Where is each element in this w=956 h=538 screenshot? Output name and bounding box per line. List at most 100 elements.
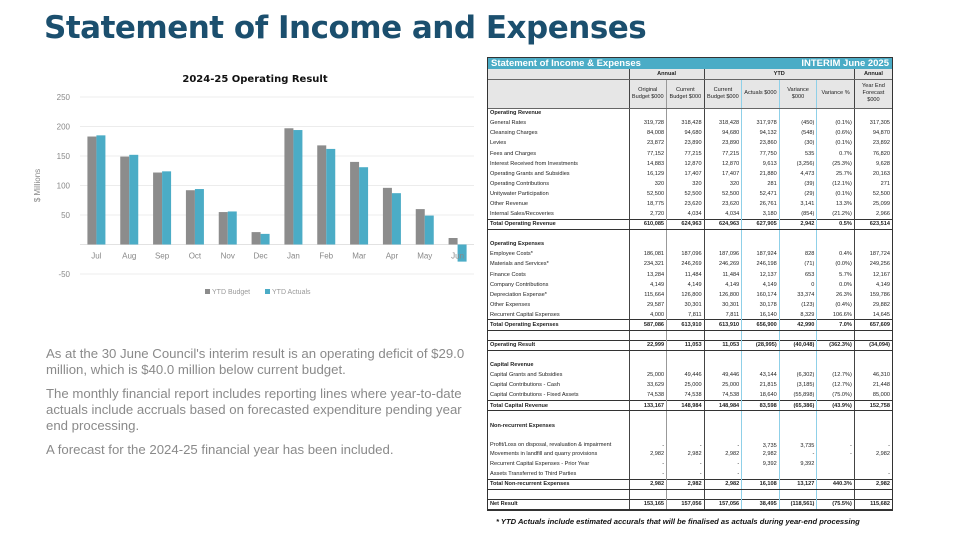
column-group-row: Annual YTD Annual [488,69,892,80]
total-row: Operating Result 22,999 11,053 11,053 (28,99… [488,339,892,351]
cell-value: 33,629 [628,380,667,391]
y-axis-label: $ Millions [33,169,42,202]
cell-value: (65,386) [778,400,817,412]
cell-value: 106.6% [816,309,855,320]
cell-value: 9,628 [853,158,892,169]
table-row: Recurrent Capital Expenses 4,000 7,811 7,81… [488,309,892,320]
cell-value: 249,256 [853,259,892,270]
row-label: Total Operating Expenses [488,319,629,331]
bar-ytd-actuals [194,189,204,245]
bar-ytd-actuals [227,211,237,245]
cell-value: 77,750 [741,148,780,159]
cell-value: 46,310 [853,370,892,381]
table-row: Movements in landfill and quarry provisi… [488,448,892,459]
table-row: Capital Contributions - Cash 33,629 25,000… [488,380,892,391]
cell-value: 23,620 [666,198,705,210]
x-tick-label: Jun [451,252,464,261]
cell-value: 5.7% [816,269,855,280]
cell-value [853,350,892,361]
bar-ytd-budget [153,172,163,245]
row-label: General Rates [490,120,527,127]
cell-value: (21.2%) [816,209,855,220]
cell-value: (0.0%) [816,259,855,270]
row-label: Operating Grants and Subsidies [490,170,570,177]
x-tick-label: Sep [155,252,170,261]
cell-value: 2,982 [703,478,742,490]
cell-value: 8,329 [778,309,817,320]
y-tick-label: 50 [61,211,70,220]
cell-value [816,489,855,500]
cell-value [741,239,780,250]
cell-value: 320 [628,178,667,189]
cell-value: 2,982 [853,448,892,459]
cell-value [816,239,855,250]
cell-value: (39) [778,178,817,189]
cell-value: 12,870 [703,158,742,169]
x-tick-label: Jul [91,252,101,261]
cell-value: 52,471 [741,188,780,199]
cell-value: 42,990 [778,319,817,331]
bar-ytd-actuals [96,135,106,245]
row-label: Internal Sales/Recoveries [490,210,554,217]
cell-value: 30,301 [703,299,742,310]
cell-value [853,360,892,371]
column-header: Actuals $000 [741,79,780,109]
cell-value: (12.7%) [816,380,855,391]
cell-value: 0 [778,279,817,290]
cell-value [778,229,817,240]
table-row: Profit/Loss on disposal, revaluation & i… [488,430,892,449]
table-title: Statement of Income & Expenses [491,58,641,69]
bar-ytd-actuals [162,171,172,245]
cell-value: 29,882 [853,299,892,310]
column-header: Current Budget $000 [703,79,742,109]
bar-ytd-budget [317,145,327,245]
row-label: Capital Contributions - Cash [490,382,560,389]
cell-value: 126,800 [703,289,742,300]
cell-value [666,489,705,500]
cell-value: (854) [778,209,817,220]
empty-cell [488,69,629,80]
cell-value: 2,720 [628,209,667,220]
cell-value: 2,982 [666,448,705,459]
cell-value: 7,811 [703,309,742,320]
cell-value: 9,613 [741,158,780,169]
cell-value: (0.1%) [816,118,855,129]
x-tick-label: Oct [189,252,202,261]
bar-ytd-budget [120,156,130,245]
cell-value: 2,982 [666,478,705,490]
cell-value: - [816,448,855,459]
cell-value: 3,141 [778,198,817,210]
cell-value: 38,495 [741,498,780,510]
cell-value: 246,198 [741,259,780,270]
cell-value: 29,587 [628,299,667,310]
cell-value: 828 [778,249,817,260]
table-row [488,489,892,500]
cell-value: 12,167 [853,269,892,280]
bar-ytd-actuals [457,244,467,262]
row-label: Depreciation Expense* [490,291,547,298]
column-header-row: Original Budget $000 Current Budget $000 C… [488,79,892,109]
cell-value: 20,163 [853,168,892,179]
row-label: Unitywater Participation [490,190,549,197]
cell-value: 4,034 [666,209,705,220]
cell-value [703,330,742,341]
cell-value: 23,892 [853,138,892,149]
table-row: General Rates 319,728 318,428 318,428 317,97… [488,118,892,129]
cell-value [741,468,780,479]
row-label [488,411,629,421]
cell-value: 133,167 [628,400,667,412]
cell-value: 25,000 [628,370,667,381]
cell-value: 234,321 [628,259,667,270]
bar-ytd-actuals [326,148,336,245]
table-row: Fees and Charges 77,152 77,215 77,215 77,750… [488,148,892,159]
cell-value: 22,999 [628,339,667,351]
row-label: Assets Transferred to Third Parties [490,470,577,477]
cell-value: 187,096 [703,249,742,260]
cell-value [703,350,742,361]
column-header: Year End Forecast $000 [853,79,892,109]
cell-value: - [628,430,667,449]
cell-value [778,489,817,500]
row-label [488,489,629,499]
commentary: As at the 30 June Council's interim resu… [46,346,466,466]
cell-value: 52,500 [628,188,667,199]
